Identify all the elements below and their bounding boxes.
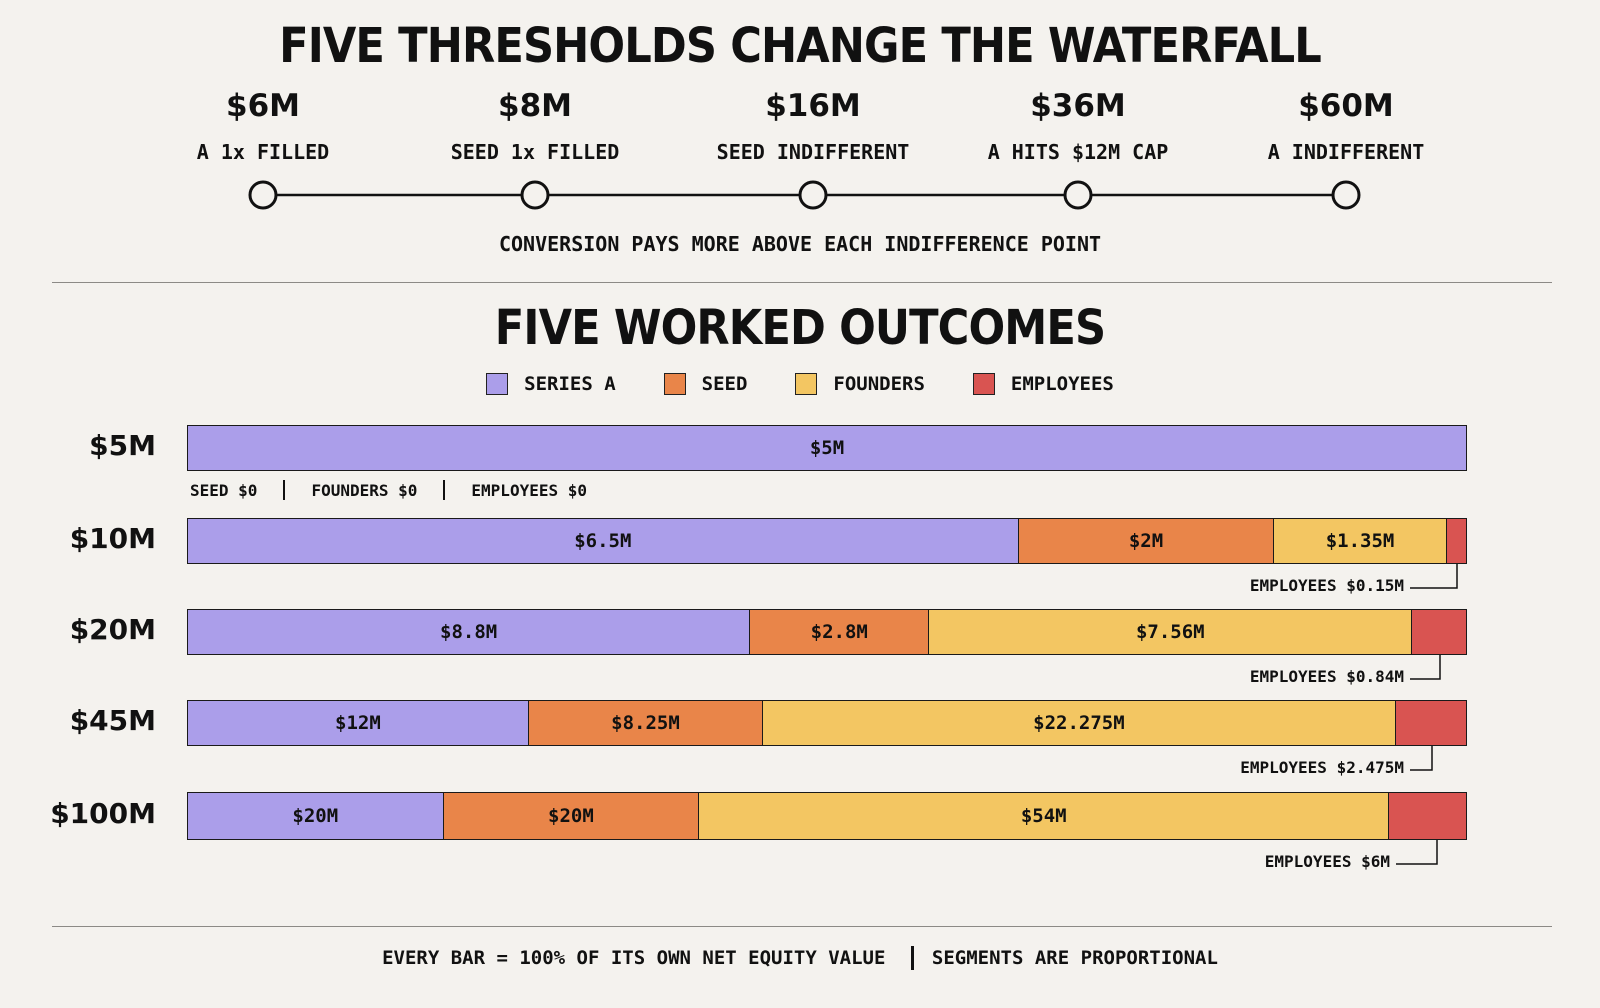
milestone-marker	[520, 180, 550, 210]
legend-item-series-a: SERIES A	[486, 373, 616, 395]
zero-note-seed: SEED $0	[190, 480, 258, 500]
footer-note: EVERY BAR = 100% OF ITS OWN NET EQUITY V…	[0, 946, 1600, 970]
zero-note-separator	[283, 480, 286, 500]
milestone-value: $6M	[226, 88, 300, 124]
footer-right-text: SEGMENTS ARE PROPORTIONAL	[931, 947, 1218, 969]
row-label: $20M	[69, 613, 156, 646]
bar-segment-employees	[1395, 701, 1466, 745]
section-title: FIVE WORKED OUTCOMES	[494, 300, 1106, 356]
divider-top	[52, 282, 1552, 283]
employees-callout: EMPLOYEES $6M	[1264, 852, 1390, 871]
footer-separator	[911, 946, 914, 970]
bar-segment-seed: $8.25M	[528, 701, 764, 745]
stacked-bar: $12M $8.25M $22.275M	[187, 700, 1467, 746]
milestone-value: $36M	[1030, 88, 1126, 124]
row-label: $5M	[89, 429, 156, 462]
stacked-bar: $6.5M $2M $1.35M	[187, 518, 1467, 564]
legend-item-founders: FOUNDERS	[795, 373, 925, 395]
milestone-label: A 1x FILLED	[196, 140, 330, 164]
milestone-marker	[798, 180, 828, 210]
bar-segment-founders: $54M	[699, 793, 1390, 839]
legend-item-employees: EMPLOYEES	[972, 373, 1114, 395]
legend-label-employees: EMPLOYEES	[1010, 373, 1114, 395]
stacked-bar: $20M $20M $54M	[187, 792, 1467, 840]
page-title: FIVE THRESHOLDS CHANGE THE WATERFALL	[279, 18, 1322, 74]
bar-segment-founders: $22.275M	[763, 701, 1396, 745]
milestone-label: A INDIFFERENT	[1267, 140, 1425, 164]
footer-left-text: EVERY BAR = 100% OF ITS OWN NET EQUITY V…	[382, 947, 886, 969]
zero-note-founders: FOUNDERS $0	[311, 480, 418, 500]
row-label: $45M	[69, 704, 156, 737]
zero-values-note: SEED $0 FOUNDERS $0 EMPLOYEES $0	[190, 480, 587, 500]
legend-label-founders: FOUNDERS	[833, 373, 925, 395]
bar-segment-employees	[1446, 519, 1466, 563]
legend-swatch-employees	[972, 373, 995, 395]
bar-segment-series-a: $5M	[188, 426, 1466, 470]
milestone-marker	[248, 180, 278, 210]
bar-segment-employees	[1389, 793, 1466, 839]
bar-segment-founders: $7.56M	[929, 610, 1413, 654]
bar-segment-employees	[1412, 610, 1466, 654]
milestone-label: SEED 1x FILLED	[450, 140, 620, 164]
legend-label-seed: SEED	[701, 373, 748, 395]
employees-callout: EMPLOYEES $2.475M	[1240, 758, 1404, 777]
milestone-value: $60M	[1298, 88, 1394, 124]
timeline-note: CONVERSION PAYS MORE ABOVE EACH INDIFFER…	[498, 232, 1102, 256]
milestone-marker	[1063, 180, 1093, 210]
callout-leader-line	[1410, 655, 1441, 680]
bar-segment-seed: $2M	[1018, 519, 1275, 563]
legend-swatch-founders	[795, 373, 818, 395]
zero-note-separator	[443, 480, 446, 500]
callout-leader-line	[1410, 564, 1458, 589]
callout-leader-line	[1410, 746, 1433, 771]
row-label: $10M	[69, 522, 156, 555]
bar-segment-series-a: $8.8M	[188, 610, 751, 654]
stacked-bar: $8.8M $2.8M $7.56M	[187, 609, 1467, 655]
milestone-label: SEED INDIFFERENT	[716, 140, 910, 164]
legend-label-series-a: SERIES A	[524, 373, 616, 395]
legend-item-seed: SEED	[663, 373, 748, 395]
employees-callout: EMPLOYEES $0.84M	[1249, 667, 1404, 686]
bar-segment-series-a: $20M	[188, 793, 444, 839]
bar-segment-seed: $20M	[443, 793, 700, 839]
bar-segment-founders: $1.35M	[1274, 519, 1447, 563]
bar-segment-seed: $2.8M	[750, 610, 930, 654]
row-label: $100M	[50, 797, 156, 830]
zero-note-employees: EMPLOYEES $0	[471, 480, 587, 500]
milestone-value: $8M	[498, 88, 572, 124]
divider-bottom	[52, 926, 1552, 927]
bar-segment-series-a: $12M	[188, 701, 529, 745]
milestone-value: $16M	[765, 88, 861, 124]
milestone-marker	[1331, 180, 1361, 210]
stacked-bar: $5M	[187, 425, 1467, 471]
legend-swatch-series-a	[486, 373, 509, 395]
milestone-label: A HITS $12M CAP	[987, 140, 1169, 164]
employees-callout: EMPLOYEES $0.15M	[1249, 576, 1404, 595]
legend-swatch-seed	[663, 373, 686, 395]
legend: SERIES A SEED FOUNDERS EMPLOYEES	[0, 373, 1600, 395]
bar-segment-series-a: $6.5M	[188, 519, 1019, 563]
callout-leader-line	[1396, 840, 1438, 865]
